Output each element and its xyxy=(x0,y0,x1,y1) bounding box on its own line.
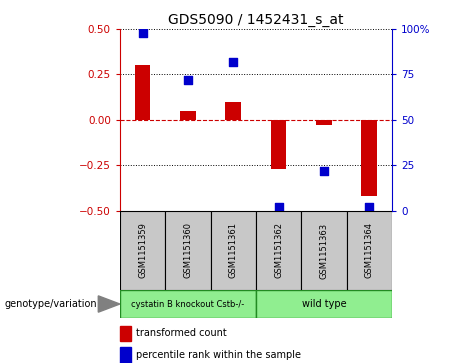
Bar xyxy=(165,211,211,290)
Point xyxy=(275,204,282,210)
Bar xyxy=(120,211,165,290)
Bar xyxy=(225,102,241,120)
Bar xyxy=(120,326,131,341)
Bar xyxy=(256,211,301,290)
Text: GSM1151360: GSM1151360 xyxy=(183,223,192,278)
Text: GSM1151361: GSM1151361 xyxy=(229,223,238,278)
Text: GSM1151363: GSM1151363 xyxy=(319,223,328,278)
Bar xyxy=(301,211,347,290)
Point xyxy=(366,204,373,210)
Text: genotype/variation: genotype/variation xyxy=(5,299,97,309)
Polygon shape xyxy=(98,296,120,312)
Bar xyxy=(120,290,256,318)
Text: GSM1151362: GSM1151362 xyxy=(274,223,283,278)
Bar xyxy=(271,120,286,169)
Text: cystatin B knockout Cstb-/-: cystatin B knockout Cstb-/- xyxy=(131,299,244,309)
Bar xyxy=(256,290,392,318)
Bar xyxy=(316,120,332,125)
Bar xyxy=(211,211,256,290)
Point xyxy=(320,168,327,174)
Point xyxy=(184,77,192,83)
Text: wild type: wild type xyxy=(301,299,346,309)
Point xyxy=(139,30,146,36)
Text: GSM1151364: GSM1151364 xyxy=(365,223,374,278)
Bar xyxy=(361,120,377,196)
Text: GSM1151359: GSM1151359 xyxy=(138,223,147,278)
Text: percentile rank within the sample: percentile rank within the sample xyxy=(136,350,301,360)
Bar xyxy=(180,111,196,120)
Bar xyxy=(347,211,392,290)
Bar xyxy=(135,65,150,120)
Text: transformed count: transformed count xyxy=(136,329,227,338)
Point xyxy=(230,59,237,65)
Bar xyxy=(120,347,131,363)
Title: GDS5090 / 1452431_s_at: GDS5090 / 1452431_s_at xyxy=(168,13,343,26)
